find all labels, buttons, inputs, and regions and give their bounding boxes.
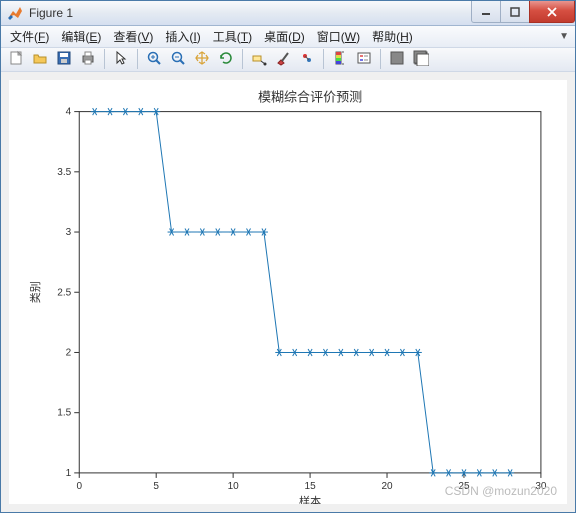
new-button[interactable]: [5, 48, 27, 70]
legend-icon: [356, 50, 372, 69]
menu-item-t[interactable]: 工具(T): [209, 26, 256, 47]
toolbar-separator: [104, 49, 105, 69]
print-button[interactable]: [77, 48, 99, 70]
brush-icon: [275, 50, 291, 69]
hide-panel-icon: [389, 50, 405, 69]
pointer-button[interactable]: [110, 48, 132, 70]
rotate-button[interactable]: [215, 48, 237, 70]
minimize-button[interactable]: [471, 1, 501, 23]
svg-text:15: 15: [305, 480, 317, 491]
svg-text:类别: 类别: [28, 281, 42, 303]
svg-text:样本: 样本: [299, 494, 321, 504]
window-title: Figure 1: [29, 6, 472, 20]
svg-text:0: 0: [76, 480, 82, 491]
hide-panel-button[interactable]: [386, 48, 408, 70]
menu-item-f[interactable]: 文件(F): [6, 26, 53, 47]
toolbar-separator: [323, 49, 324, 69]
open-button[interactable]: [29, 48, 51, 70]
pan-icon: [194, 50, 210, 69]
data-cursor-button[interactable]: [248, 48, 270, 70]
menu-item-w[interactable]: 窗口(W): [313, 26, 364, 47]
menu-chevron-icon[interactable]: ▼: [559, 31, 569, 42]
watermark: CSDN @mozun2020: [445, 484, 557, 498]
new-icon: [8, 50, 24, 69]
content-area: 模糊综合评价预测05101520253011.522.533.54样本类别 CS…: [1, 72, 575, 513]
show-panel-icon: [413, 50, 429, 69]
menu-item-e[interactable]: 编辑(E): [57, 26, 105, 47]
close-button[interactable]: [529, 1, 575, 23]
svg-text:3.5: 3.5: [57, 166, 71, 177]
menu-item-v[interactable]: 查看(V): [109, 26, 157, 47]
plot-svg: 模糊综合评价预测05101520253011.522.533.54样本类别: [9, 80, 567, 505]
zoom-in-button[interactable]: [143, 48, 165, 70]
link-icon: [299, 50, 315, 69]
menu-item-i[interactable]: 插入(I): [161, 26, 204, 47]
figure-window: Figure 1 文件(F)编辑(E)查看(V)插入(I)工具(T)桌面(D)窗…: [0, 0, 576, 513]
brush-button[interactable]: [272, 48, 294, 70]
pan-button[interactable]: [191, 48, 213, 70]
zoom-out-button[interactable]: [167, 48, 189, 70]
menu-item-h[interactable]: 帮助(H): [368, 26, 417, 47]
svg-text:2.5: 2.5: [57, 287, 71, 298]
toolbar-separator: [242, 49, 243, 69]
svg-text:5: 5: [153, 480, 159, 491]
svg-text:3: 3: [66, 227, 72, 238]
svg-text:模糊综合评价预测: 模糊综合评价预测: [258, 89, 362, 104]
menu-item-d[interactable]: 桌面(D): [260, 26, 309, 47]
toolbar-separator: [380, 49, 381, 69]
print-icon: [80, 50, 96, 69]
data-cursor-icon: [251, 50, 267, 69]
svg-text:2: 2: [66, 347, 72, 358]
save-icon: [56, 50, 72, 69]
toolbar: [1, 48, 575, 71]
save-button[interactable]: [53, 48, 75, 70]
legend-button[interactable]: [353, 48, 375, 70]
matlab-logo-icon: [7, 5, 23, 21]
colorbar-icon: [332, 50, 348, 69]
svg-text:10: 10: [228, 480, 240, 491]
open-icon: [32, 50, 48, 69]
svg-text:20: 20: [381, 480, 393, 491]
rotate-icon: [218, 50, 234, 69]
link-button[interactable]: [296, 48, 318, 70]
maximize-button[interactable]: [500, 1, 530, 23]
window-controls: [472, 1, 575, 25]
pointer-icon: [113, 50, 129, 69]
zoom-out-icon: [170, 50, 186, 69]
colorbar-button[interactable]: [329, 48, 351, 70]
toolbar-separator: [137, 49, 138, 69]
menubar: 文件(F)编辑(E)查看(V)插入(I)工具(T)桌面(D)窗口(W)帮助(H)…: [1, 26, 575, 48]
svg-text:4: 4: [66, 106, 72, 117]
titlebar[interactable]: Figure 1: [1, 1, 575, 26]
svg-text:1.5: 1.5: [57, 407, 71, 418]
svg-text:1: 1: [66, 467, 72, 478]
zoom-in-icon: [146, 50, 162, 69]
show-panel-button[interactable]: [410, 48, 432, 70]
figure-canvas[interactable]: 模糊综合评价预测05101520253011.522.533.54样本类别 CS…: [9, 80, 567, 505]
